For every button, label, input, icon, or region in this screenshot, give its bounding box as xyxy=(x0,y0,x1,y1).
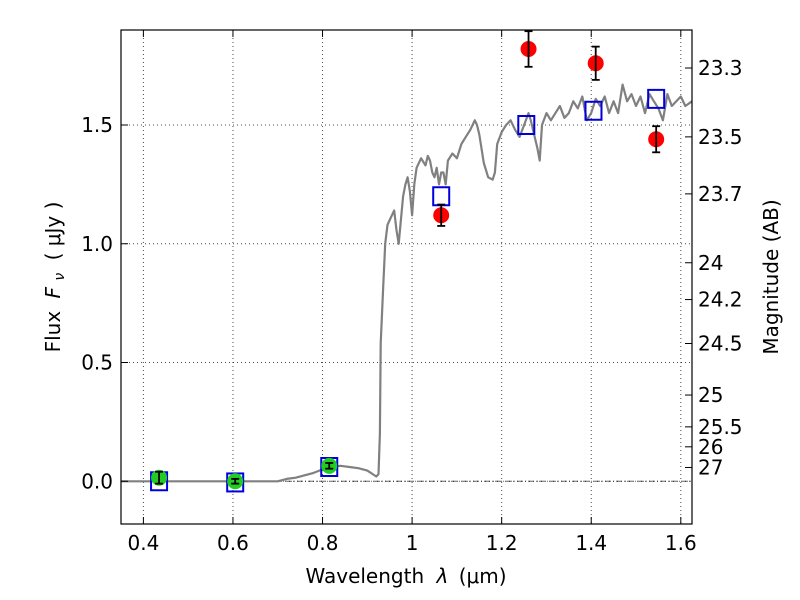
model-photometry-square xyxy=(584,100,603,121)
y-tick-label: 0.0 xyxy=(81,469,113,493)
x-tick-label: 1.2 xyxy=(486,531,518,555)
data-layer xyxy=(121,30,693,493)
y-axis-label: Flux F ν ( μJy ) xyxy=(41,202,69,353)
model-photometry-square xyxy=(432,186,451,207)
x-tick-label: 1.6 xyxy=(665,531,697,555)
x-tick-label: 0.4 xyxy=(127,531,159,555)
grid-layer xyxy=(121,30,692,524)
y2-tick-label: 23.5 xyxy=(698,125,743,149)
y-tick-label: 1.5 xyxy=(81,113,113,137)
y-tick-label: 1.0 xyxy=(81,232,113,256)
y2-tick-label: 27 xyxy=(698,455,723,479)
y2-tick-label: 26 xyxy=(698,435,723,459)
y2-axis-label: Magnitude (AB) xyxy=(759,199,783,354)
x-tick-label: 1 xyxy=(406,531,419,555)
y-tick-label: 0.5 xyxy=(81,351,113,375)
x-tick-label: 1.4 xyxy=(575,531,607,555)
y2-tick-label: 25.5 xyxy=(698,415,743,439)
x-axis-label: Wavelength λ (μm) xyxy=(305,564,506,588)
y2-tick-label: 23.3 xyxy=(698,56,743,80)
model-photometry-square xyxy=(647,88,666,109)
y2-tick-label: 25 xyxy=(698,383,723,407)
model-sed-line xyxy=(121,83,693,483)
x-tick-label: 0.8 xyxy=(307,531,339,555)
axes-layer: 0.4 0.6 0.8 1 1.2 1.4 1.6 0.0 0.5 1.0 1.5 23.3 23.5 2… xyxy=(81,29,743,555)
y2-tick-label: 24.5 xyxy=(698,332,743,356)
plot-frame xyxy=(120,29,693,525)
x-tick-label: 0.6 xyxy=(217,531,249,555)
y2-tick-label: 23.7 xyxy=(698,182,743,206)
y2-tick-label: 24 xyxy=(698,251,723,275)
model-photometry-square xyxy=(517,115,536,135)
y2-tick-label: 24.2 xyxy=(698,288,743,312)
